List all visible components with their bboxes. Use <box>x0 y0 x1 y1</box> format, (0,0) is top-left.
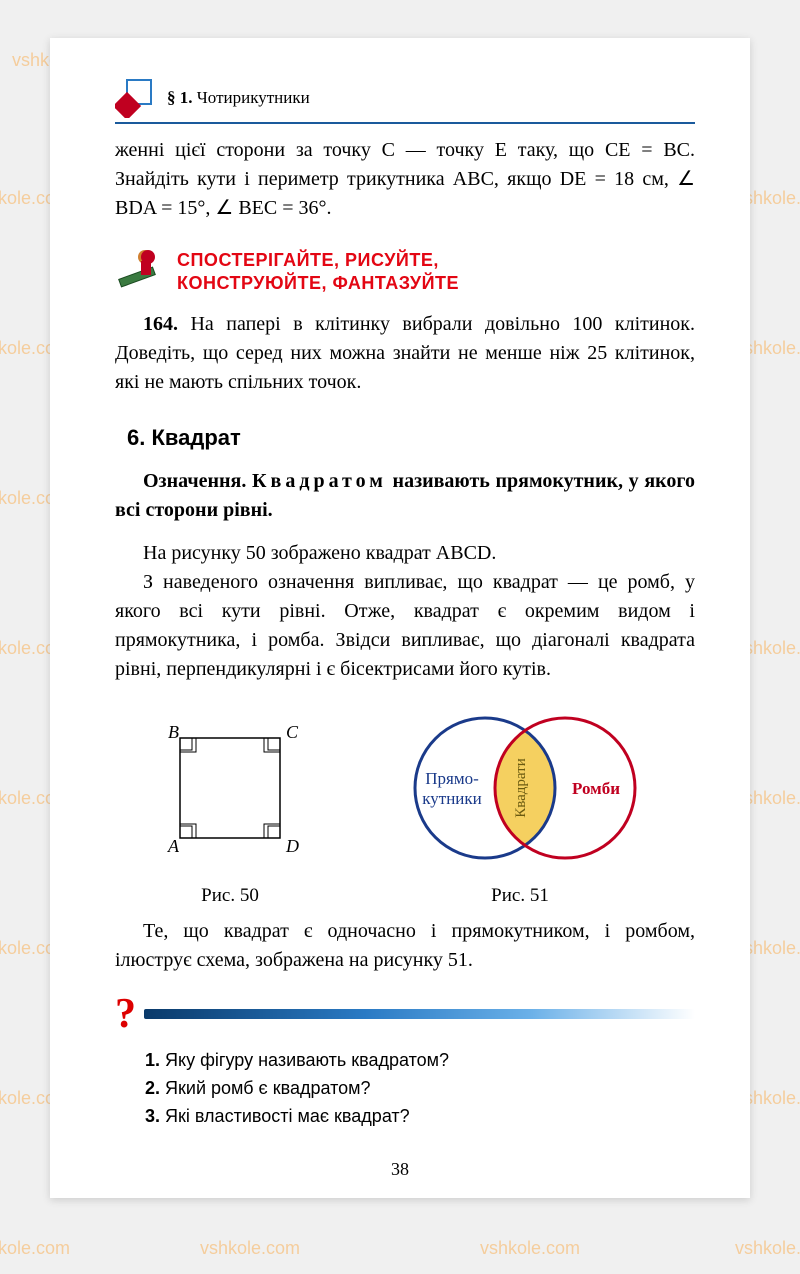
exercise-text: На папері в клітинку вибрали довільно 10… <box>115 313 695 393</box>
watermark: vshkole.com <box>0 1238 70 1259</box>
definition-label: Означення. <box>143 470 246 492</box>
svg-text:C: C <box>286 722 299 742</box>
svg-text:Прямо-: Прямо- <box>425 769 479 788</box>
watermark: vshkole.com <box>200 1238 300 1259</box>
figure-51: Прямо- кутники Ромби Квадрати Рис. 51 <box>380 708 660 907</box>
question-2: 2. Який ромб є квадратом? <box>145 1075 695 1103</box>
continued-paragraph: женні цієї сторони за точку C — точку E … <box>115 136 695 223</box>
svg-text:D: D <box>285 836 299 856</box>
textbook-page: § 1. Чотирикутники женні цієї сторони за… <box>50 38 750 1198</box>
figure-50: B C A D Рис. 50 <box>150 718 310 907</box>
question-divider: ? <box>115 993 695 1035</box>
exercise-number: 164. <box>143 313 178 335</box>
svg-text:A: A <box>167 836 180 856</box>
callout-line1: СПОСТЕРІГАЙТЕ, РИСУЙТЕ, <box>177 249 459 272</box>
watermark: vshkole.com <box>480 1238 580 1259</box>
question-1: 1. Яку фігуру називають квадратом? <box>145 1047 695 1075</box>
svg-text:Квадрати: Квадрати <box>513 758 529 818</box>
square-diagram: B C A D <box>150 718 310 868</box>
page-header: § 1. Чотирикутники <box>115 78 695 124</box>
question-mark-icon: ? <box>115 993 136 1035</box>
svg-text:кутники: кутники <box>422 789 482 808</box>
para-venn: Те, що квадрат є одночасно і прямокутник… <box>115 917 695 975</box>
svg-text:Ромби: Ромби <box>572 779 620 798</box>
figures-row: B C A D Рис. 50 Прямо- кутники Ромби <box>115 708 695 907</box>
figure50-caption: Рис. 50 <box>150 885 310 907</box>
svg-text:B: B <box>168 722 179 742</box>
question-3: 3. Які властивості має квадрат? <box>145 1103 695 1131</box>
gradient-bar <box>144 1009 695 1019</box>
callout-text: СПОСТЕРІГАЙТЕ, РИСУЙТЕ, КОНСТРУЮЙТЕ, ФАН… <box>177 249 459 294</box>
venn-diagram: Прямо- кутники Ромби Квадрати <box>380 708 660 868</box>
exercise-164: 164. На папері в клітинку вибрали довіль… <box>115 310 695 397</box>
questions-list: 1. Яку фігуру називають квадратом? 2. Як… <box>145 1047 695 1131</box>
section-number: § 1. <box>167 88 193 107</box>
callout-observe: СПОСТЕРІГАЙТЕ, РИСУЙТЕ, КОНСТРУЮЙТЕ, ФАН… <box>115 243 695 300</box>
para-fig50: На рисунку 50 зображено квадрат ABCD. <box>115 539 695 568</box>
tools-icon <box>115 243 167 300</box>
watermark: vshkole.com <box>735 1238 800 1259</box>
page-number: 38 <box>50 1159 750 1180</box>
definition: Означення. Квадратом називають прямокутн… <box>115 467 695 525</box>
callout-line2: КОНСТРУЮЙТЕ, ФАНТАЗУЙТЕ <box>177 272 459 295</box>
header-text: § 1. Чотирикутники <box>167 88 310 108</box>
figure51-caption: Рис. 51 <box>380 885 660 907</box>
para-main: З наведеного означення випливає, що квад… <box>115 568 695 684</box>
section-heading: 6. Квадрат <box>127 425 695 451</box>
header-icon <box>115 78 161 118</box>
definition-term: Квадратом <box>252 470 387 492</box>
section-title: Чотирикутники <box>197 88 310 107</box>
